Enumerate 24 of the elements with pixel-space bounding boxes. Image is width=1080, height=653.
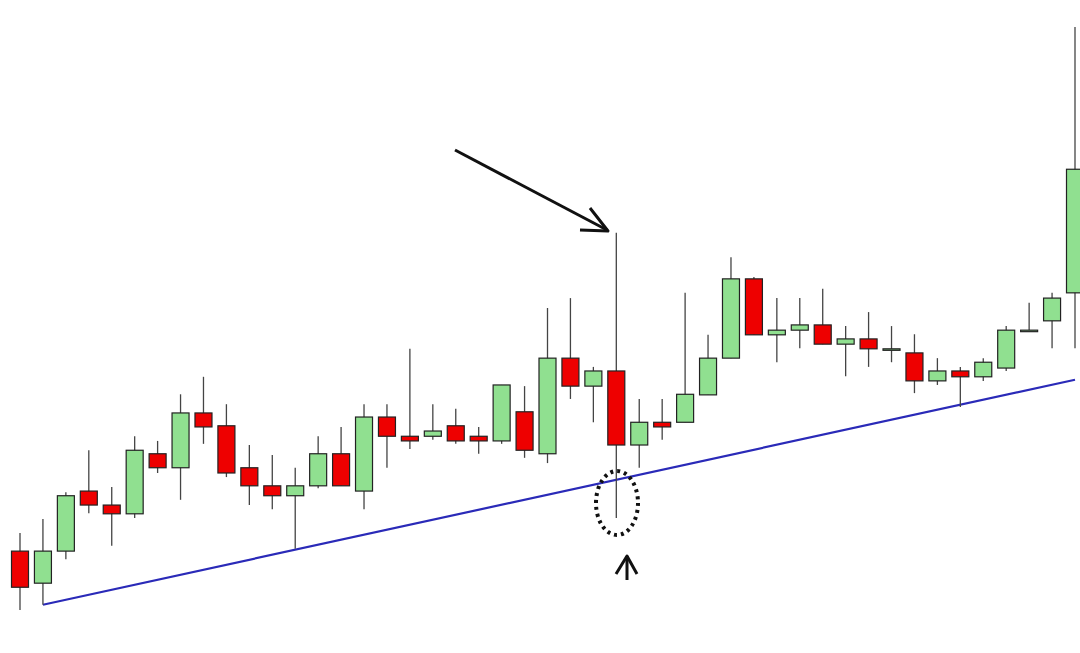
candlestick	[584, 366, 603, 423]
candlestick	[286, 467, 305, 550]
candlestick	[400, 348, 419, 450]
candlestick	[446, 408, 465, 445]
candlestick	[836, 325, 855, 377]
candlestick	[377, 403, 397, 469]
candlestick	[928, 357, 947, 386]
candlestick	[630, 398, 649, 469]
candlestick	[813, 288, 832, 345]
candlestick	[423, 403, 442, 441]
candlestick	[469, 426, 488, 455]
candlestick	[882, 325, 901, 363]
candlestick	[263, 454, 282, 510]
candlestick	[653, 398, 672, 441]
candlestick	[79, 449, 98, 514]
candlestick	[148, 440, 167, 474]
candlestick	[951, 366, 970, 408]
candlestick	[859, 311, 878, 368]
candlestick	[102, 486, 121, 547]
candlestick	[194, 376, 213, 445]
candlestick	[974, 357, 993, 382]
candlestick	[1042, 292, 1062, 349]
candlestick	[790, 297, 809, 349]
candlestick	[240, 444, 259, 506]
